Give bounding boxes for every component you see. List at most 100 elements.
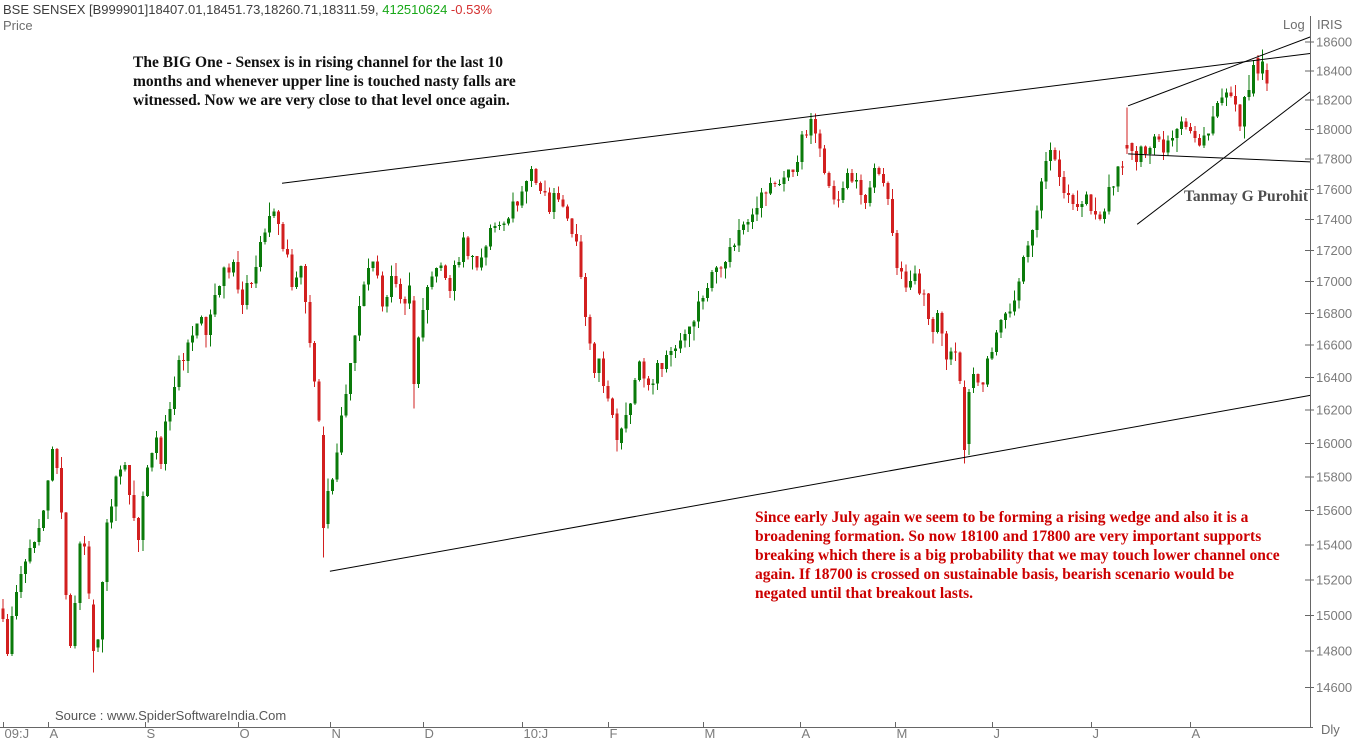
candle-body bbox=[498, 225, 502, 227]
candle-body bbox=[633, 379, 637, 404]
candle-body bbox=[1261, 61, 1265, 74]
candle-body bbox=[665, 355, 669, 370]
candle-body bbox=[660, 363, 664, 370]
candle-body bbox=[854, 179, 858, 182]
candle-body bbox=[764, 192, 768, 194]
candle-body bbox=[1121, 166, 1125, 168]
candle-body bbox=[556, 193, 560, 200]
candle-body bbox=[850, 172, 854, 182]
candle-body bbox=[1229, 92, 1233, 97]
x-axis-month-label: 09:J bbox=[5, 726, 30, 741]
candle-body bbox=[791, 169, 795, 173]
candle-body bbox=[886, 183, 890, 200]
candle-body bbox=[1044, 161, 1048, 182]
annotation-line: broadening formation. So now 18100 and 1… bbox=[755, 528, 1262, 545]
candle-body bbox=[326, 490, 330, 525]
candle-body bbox=[1179, 121, 1183, 129]
candle-body bbox=[96, 639, 100, 648]
y-axis-tick-label: 16800 bbox=[1316, 306, 1352, 321]
candle-body bbox=[448, 278, 452, 291]
y-axis-tick-label: 18600 bbox=[1316, 35, 1352, 50]
candle-body bbox=[841, 188, 845, 200]
candle-body bbox=[136, 517, 140, 540]
candle-body bbox=[611, 398, 615, 416]
candle-body bbox=[719, 267, 723, 269]
candle-body bbox=[1166, 140, 1170, 153]
candle-body bbox=[516, 201, 520, 206]
candle-body bbox=[73, 602, 77, 646]
candle-body bbox=[367, 267, 371, 285]
candle-body bbox=[1103, 211, 1107, 219]
candle-body bbox=[322, 434, 326, 528]
candle-body bbox=[674, 348, 678, 351]
x-axis-month-label: S bbox=[147, 726, 156, 741]
candle-body bbox=[570, 218, 574, 235]
candle-body bbox=[249, 282, 253, 284]
candle-body bbox=[407, 285, 411, 304]
candle-body bbox=[55, 449, 59, 469]
candle-body bbox=[588, 316, 592, 344]
candle-body bbox=[299, 265, 303, 278]
candle-body bbox=[64, 512, 68, 595]
candle-body bbox=[552, 193, 556, 212]
candle-body bbox=[182, 359, 186, 361]
y-axis-tick-label: 17200 bbox=[1316, 243, 1352, 258]
candle-body bbox=[1071, 194, 1075, 205]
candle-body bbox=[389, 276, 393, 297]
candle-body bbox=[1216, 103, 1220, 117]
candle-body bbox=[15, 591, 19, 616]
candle-body bbox=[195, 323, 199, 336]
candle-body bbox=[471, 256, 475, 258]
candle-body bbox=[150, 453, 154, 468]
candle-body bbox=[899, 268, 903, 272]
candle-body bbox=[430, 276, 434, 287]
candle-body bbox=[145, 467, 149, 497]
candle-body bbox=[42, 510, 46, 528]
candle-body bbox=[723, 262, 727, 269]
candle-body bbox=[28, 547, 32, 562]
candle-body bbox=[972, 374, 976, 388]
candle-body bbox=[1256, 58, 1260, 74]
candle-body bbox=[1193, 130, 1197, 139]
candle-body bbox=[601, 358, 605, 387]
annotation-line: again. If 18700 is crossed on sustainabl… bbox=[755, 566, 1234, 583]
x-axis-month-label: D bbox=[425, 726, 434, 741]
candle-body bbox=[746, 221, 750, 225]
candle-body bbox=[60, 468, 64, 513]
scale-mode-label: Log bbox=[1283, 17, 1305, 32]
candle-body bbox=[1012, 300, 1016, 312]
trendline-channel-lower bbox=[329, 394, 1311, 572]
candle-body bbox=[520, 191, 524, 206]
candle-body bbox=[1148, 148, 1152, 155]
candle-body bbox=[186, 342, 190, 361]
y-axis-tick-label: 16600 bbox=[1316, 338, 1352, 353]
candle-body bbox=[218, 286, 222, 296]
candle-body bbox=[741, 224, 745, 230]
candle-body bbox=[159, 437, 163, 465]
trendline-wedge-upper bbox=[1127, 36, 1311, 107]
candle-body bbox=[51, 449, 55, 481]
candle-body bbox=[1003, 313, 1007, 320]
candle-body bbox=[1170, 137, 1174, 141]
candle-body bbox=[1188, 126, 1192, 131]
x-axis-month-label: F bbox=[610, 726, 618, 741]
quote-header: BSE SENSEX [B999901]18407.01,18451.73,18… bbox=[3, 2, 492, 17]
candle-body bbox=[100, 582, 104, 640]
candle-body bbox=[335, 452, 339, 480]
candle-body bbox=[890, 199, 894, 234]
candle-body bbox=[999, 319, 1003, 333]
y-axis-tick-label: 14800 bbox=[1316, 644, 1352, 659]
candle-body bbox=[778, 183, 782, 185]
quote-ohlc-text: BSE SENSEX [B999901]18407.01,18451.73,18… bbox=[3, 2, 383, 17]
annotation-line: negated until that breakout lasts. bbox=[755, 585, 974, 602]
x-axis-month-label: 10:J bbox=[524, 726, 549, 741]
y-axis-tick-label: 15800 bbox=[1316, 469, 1352, 484]
candle-body bbox=[91, 604, 95, 652]
candle-body bbox=[1130, 143, 1134, 152]
candle-body bbox=[651, 383, 655, 386]
candle-body bbox=[683, 333, 687, 341]
candle-body bbox=[434, 267, 438, 277]
candle-body bbox=[236, 261, 240, 290]
x-axis-month-label: M bbox=[897, 726, 908, 741]
trendline-channel-upper bbox=[281, 52, 1311, 184]
